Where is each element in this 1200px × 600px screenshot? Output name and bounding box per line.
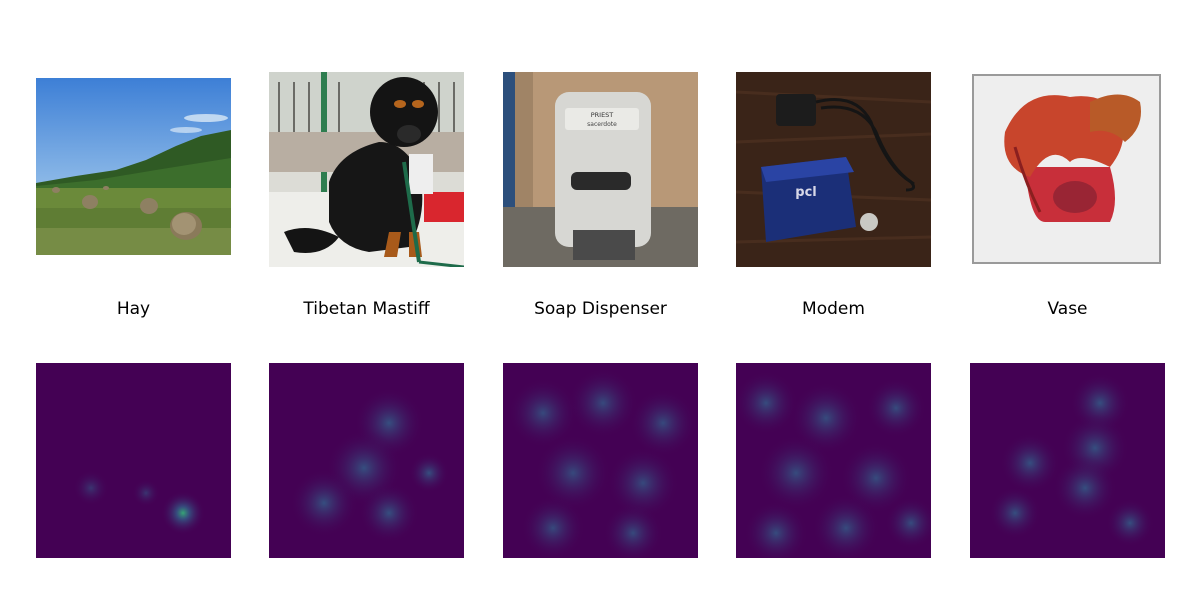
modem-image: pcl bbox=[736, 72, 931, 267]
modem-brand-text: pcl bbox=[795, 185, 816, 200]
dispenser-brand-text: PRIEST bbox=[591, 111, 614, 119]
class-label-hay: Hay bbox=[116, 299, 151, 319]
soap-dispenser-image: PRIEST sacerdote bbox=[503, 72, 698, 267]
modem-saliency-map bbox=[736, 363, 931, 558]
class-label-soap-dispenser: Soap Dispenser bbox=[534, 299, 667, 319]
hay-field-image bbox=[36, 78, 231, 255]
vase-saliency-map bbox=[970, 363, 1165, 558]
soap-dispenser-saliency-map bbox=[503, 363, 698, 558]
tibetan-mastiff-saliency-map bbox=[269, 363, 464, 558]
dispenser-sub-text: sacerdote bbox=[587, 121, 617, 128]
vase-saliency-image bbox=[970, 363, 1165, 558]
hay-saliency-map bbox=[36, 363, 231, 558]
vase-image bbox=[970, 72, 1165, 267]
tibetan-mastiff-saliency-image bbox=[269, 363, 464, 558]
tibetan-mastiff-photo bbox=[269, 72, 464, 267]
hay-saliency-image bbox=[36, 363, 231, 558]
class-label-vase: Vase bbox=[1047, 299, 1088, 319]
vase-photo bbox=[970, 72, 1165, 267]
class-label-tibetan-mastiff: Tibetan Mastiff bbox=[303, 299, 430, 319]
soap-dispenser-saliency-image bbox=[503, 363, 698, 558]
hay-field-photo bbox=[36, 72, 231, 255]
class-label-modem: Modem bbox=[802, 299, 865, 319]
soap-dispenser-photo: PRIEST sacerdote bbox=[503, 72, 698, 267]
modem-photo: pcl bbox=[736, 72, 931, 267]
tibetan-mastiff-image bbox=[269, 72, 464, 267]
modem-saliency-image bbox=[736, 363, 931, 558]
